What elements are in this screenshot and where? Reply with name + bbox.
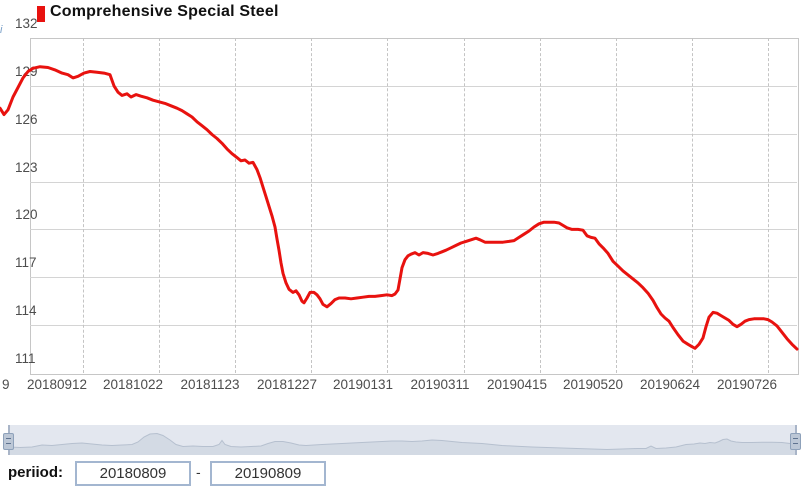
period-label: periiod: bbox=[8, 464, 63, 481]
period-end-input[interactable] bbox=[210, 461, 326, 486]
navigator-right-grip[interactable] bbox=[790, 433, 801, 450]
v-gridline bbox=[235, 38, 236, 373]
period-form: periiod: - bbox=[0, 458, 806, 492]
x-tick-label: 20190624 bbox=[639, 377, 701, 392]
h-gridline bbox=[30, 325, 797, 326]
v-gridline bbox=[83, 38, 84, 373]
x-tick-label: 20181123 bbox=[180, 377, 240, 392]
y-tick-label: 123 bbox=[15, 160, 38, 175]
series-legend-marker bbox=[37, 6, 45, 22]
y-tick-label: 120 bbox=[15, 207, 38, 222]
x-axis-label-clipped: 9 bbox=[2, 377, 10, 392]
x-tick-label: 20190415 bbox=[486, 377, 548, 392]
x-tick-label: 20190726 bbox=[716, 377, 778, 392]
v-gridline bbox=[692, 38, 693, 373]
x-tick-label: 20190520 bbox=[562, 377, 624, 392]
x-tick-label: 20190311 bbox=[410, 377, 470, 392]
clipped-edge-text: i bbox=[0, 24, 3, 36]
v-gridline bbox=[768, 38, 769, 373]
y-tick-label: 114 bbox=[15, 303, 37, 318]
v-gridline bbox=[159, 38, 160, 373]
x-tick-label: 20190131 bbox=[332, 377, 394, 392]
period-start-input[interactable] bbox=[75, 461, 191, 486]
chart-header: i Comprehensive Special Steel bbox=[0, 0, 806, 36]
x-tick-label: 20180912 bbox=[26, 377, 88, 392]
v-gridline bbox=[616, 38, 617, 373]
x-tick-label: 20181227 bbox=[256, 377, 318, 392]
h-gridline bbox=[30, 182, 797, 183]
h-gridline bbox=[30, 277, 797, 278]
v-gridline bbox=[311, 38, 312, 373]
chart-title: Comprehensive Special Steel bbox=[50, 3, 279, 20]
range-navigator[interactable] bbox=[9, 425, 797, 455]
h-gridline bbox=[30, 86, 797, 87]
y-tick-label: 129 bbox=[15, 64, 38, 79]
y-tick-label: 117 bbox=[15, 255, 37, 270]
x-tick-label: 20181022 bbox=[102, 377, 164, 392]
h-gridline bbox=[30, 134, 797, 135]
h-gridline bbox=[30, 229, 797, 230]
period-separator: - bbox=[196, 464, 201, 480]
navigator-left-grip[interactable] bbox=[3, 433, 14, 450]
v-gridline bbox=[387, 38, 388, 373]
y-tick-label: 132 bbox=[15, 16, 38, 31]
v-gridline bbox=[540, 38, 541, 373]
v-gridline bbox=[464, 38, 465, 373]
y-tick-label: 126 bbox=[15, 112, 38, 127]
y-tick-label: 111 bbox=[15, 351, 36, 366]
